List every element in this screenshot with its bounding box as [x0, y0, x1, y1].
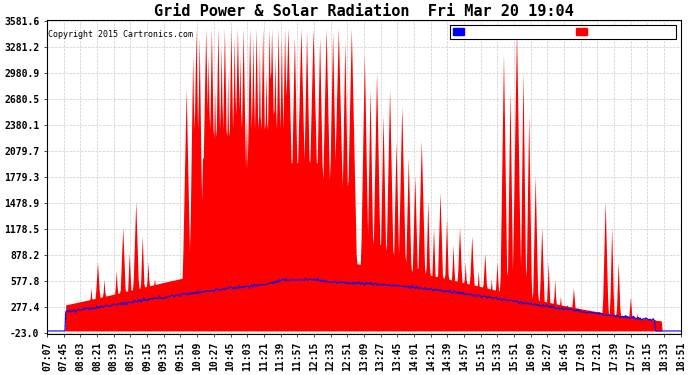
Text: Copyright 2015 Cartronics.com: Copyright 2015 Cartronics.com	[48, 30, 193, 39]
Legend: Radiation (w/m2), Grid (AC Watts): Radiation (w/m2), Grid (AC Watts)	[450, 25, 676, 39]
Title: Grid Power & Solar Radiation  Fri Mar 20 19:04: Grid Power & Solar Radiation Fri Mar 20 …	[154, 4, 574, 19]
